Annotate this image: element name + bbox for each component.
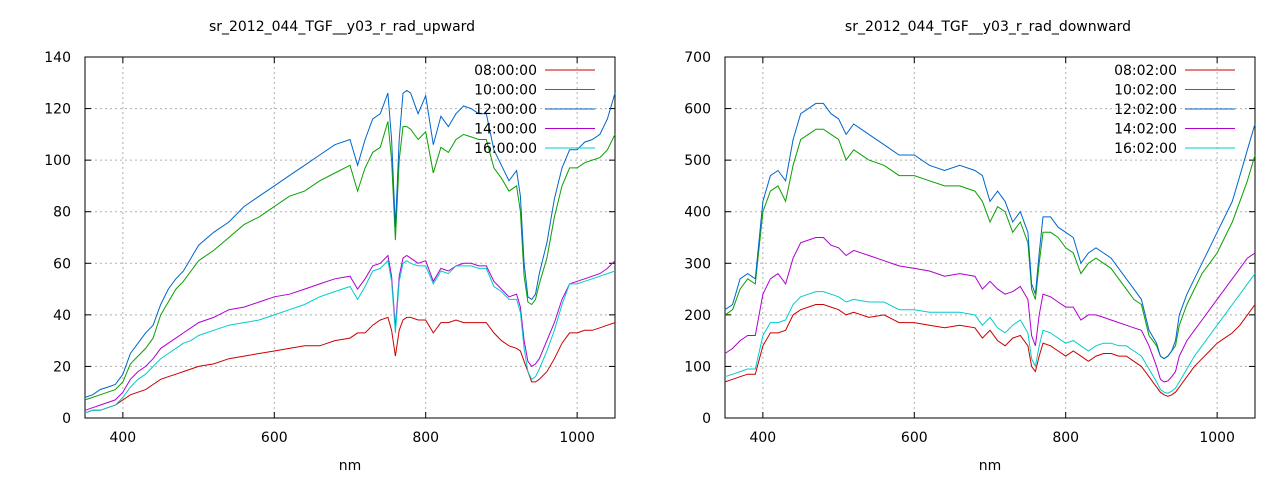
plot-frame: [724, 56, 1256, 419]
series-line-12-00-00: [84, 89, 616, 398]
legend-label: 16:00:00: [474, 141, 537, 157]
x-axis-label: nm: [979, 458, 1002, 474]
legend-label: 10:00:00: [474, 83, 537, 99]
y-tick-label: 200: [684, 308, 711, 324]
x-tick-label: 600: [901, 430, 928, 446]
chart-title: sr_2012_044_TGF__y03_r_rad_downward: [845, 19, 1131, 35]
y-tick-label: 500: [684, 153, 711, 169]
y-tick-label: 100: [44, 153, 71, 169]
x-tick-label: 800: [412, 430, 439, 446]
legend-label: 14:00:00: [474, 122, 537, 138]
y-tick-label: 80: [53, 205, 71, 221]
y-tick-label: 700: [684, 50, 711, 66]
y-tick-label: 120: [44, 102, 71, 118]
series-line-08-02-00: [724, 304, 1256, 397]
legend-label: 10:02:00: [1114, 83, 1177, 99]
x-tick-label: 800: [1052, 430, 1079, 446]
legend-label: 12:00:00: [474, 102, 537, 118]
series-line-14-02-00: [724, 237, 1256, 383]
series-line-16-00-00: [84, 259, 616, 414]
legend-label: 12:02:00: [1114, 102, 1177, 118]
chart-title: sr_2012_044_TGF__y03_r_rad_upward: [209, 19, 475, 35]
legend-label: 08:00:00: [474, 63, 537, 79]
y-tick-label: 60: [53, 256, 71, 272]
x-tick-label: 1000: [559, 430, 595, 446]
x-tick-label: 1000: [1199, 430, 1235, 446]
y-tick-label: 20: [53, 359, 71, 375]
x-axis-label: nm: [339, 458, 362, 474]
y-tick-label: 40: [53, 308, 71, 324]
series-line-12-02-00: [724, 102, 1256, 360]
legend-label: 08:02:00: [1114, 63, 1177, 79]
legend-label: 14:02:00: [1114, 122, 1177, 138]
x-tick-label: 600: [261, 430, 288, 446]
y-tick-label: 300: [684, 256, 711, 272]
series-line-10-02-00: [724, 128, 1256, 360]
y-tick-label: 100: [684, 359, 711, 375]
legend-label: 16:02:00: [1114, 141, 1177, 157]
y-tick-label: 0: [62, 411, 71, 427]
x-tick-label: 400: [749, 430, 776, 446]
series-line-10-00-00: [84, 121, 616, 401]
x-tick-label: 400: [109, 430, 136, 446]
y-tick-label: 140: [44, 50, 71, 66]
chart-panel-2: sr_2012_044_TGF__y03_r_rad_downward 400 60…: [684, 19, 1256, 474]
series-line-08-00-00: [84, 316, 616, 414]
series-line-14-00-00: [84, 254, 616, 411]
y-tick-label: 600: [684, 102, 711, 118]
series-line-16-02-00: [724, 273, 1256, 394]
y-tick-label: 0: [702, 411, 711, 427]
plot-frame: [84, 56, 616, 419]
y-tick-label: 400: [684, 205, 711, 221]
